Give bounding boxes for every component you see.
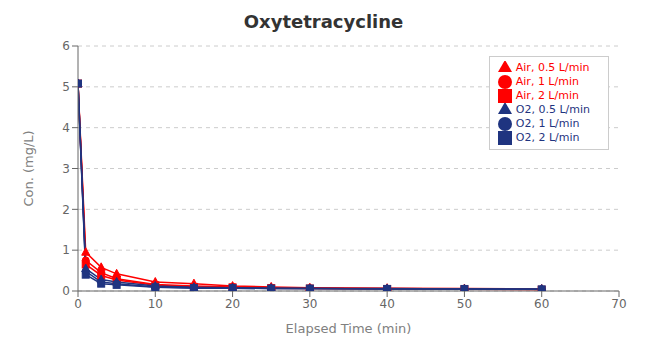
svg-text:4: 4 bbox=[62, 121, 70, 135]
svg-text:5: 5 bbox=[62, 80, 70, 94]
svg-text:50: 50 bbox=[457, 297, 472, 311]
svg-text:10: 10 bbox=[148, 297, 163, 311]
html-text:Air, 0.5 L/min: Air, 0.5 L/min bbox=[515, 61, 590, 74]
html-text:Air, 2 L/min: Air, 2 L/min bbox=[515, 89, 579, 102]
svg-text:70: 70 bbox=[611, 297, 626, 311]
svg-text:30: 30 bbox=[302, 297, 317, 311]
svg-text:2: 2 bbox=[62, 203, 70, 217]
svg-text:Elapsed Time (min): Elapsed Time (min) bbox=[286, 321, 412, 336]
svg-text:40: 40 bbox=[380, 297, 395, 311]
html-text:O2, 0.5 L/min: O2, 0.5 L/min bbox=[515, 103, 590, 116]
html-text:Oxytetracycline: Oxytetracycline bbox=[243, 11, 404, 32]
svg-text:6: 6 bbox=[62, 39, 70, 53]
html-text:O2, 1 L/min: O2, 1 L/min bbox=[515, 117, 580, 130]
svg-text:1: 1 bbox=[62, 243, 70, 257]
svg-text:3: 3 bbox=[62, 162, 70, 176]
html-text:Air, 1 L/min: Air, 1 L/min bbox=[515, 75, 579, 88]
svg-text:Con. (mg/L): Con. (mg/L) bbox=[21, 130, 36, 206]
html-text:O2, 2 L/min: O2, 2 L/min bbox=[515, 131, 580, 144]
svg-text:0: 0 bbox=[74, 297, 82, 311]
svg-text:20: 20 bbox=[225, 297, 240, 311]
svg-text:60: 60 bbox=[534, 297, 549, 311]
svg-text:0: 0 bbox=[62, 284, 70, 298]
